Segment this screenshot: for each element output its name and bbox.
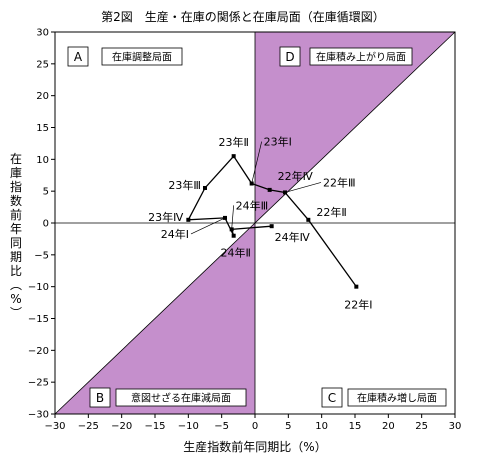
- point-label: 24年Ⅳ: [275, 230, 311, 244]
- point-label: 23年Ⅳ: [148, 210, 184, 224]
- data-point: [203, 185, 207, 190]
- quadrant-letter-box: [89, 387, 111, 408]
- y-tick-label: 15: [36, 123, 49, 134]
- point-label: 23年Ⅰ: [264, 135, 292, 149]
- y-tick-label: −10: [28, 282, 49, 293]
- quadrant-name-box: [309, 47, 413, 66]
- point-label: 23年Ⅲ: [168, 178, 201, 192]
- quadrant-name-box: [347, 388, 447, 407]
- y-tick-label: 25: [36, 59, 49, 70]
- y-tick-label: 30: [36, 28, 49, 39]
- quadrant-letter: D: [285, 50, 294, 64]
- y-axis-label-char: 同: [10, 236, 22, 250]
- quadrant-d: D 在庫積み上がり局面: [279, 46, 413, 67]
- point-labels: 22年Ⅰ 22年Ⅱ 22年Ⅲ 22年Ⅳ 23年Ⅰ 23年Ⅱ 23年Ⅲ 23年Ⅳ 24年Ⅰ 24年Ⅱ…: [148, 135, 372, 312]
- quadrant-b: B 意図せざる在庫減局面: [89, 387, 247, 408]
- point-label: 24年Ⅱ: [220, 246, 250, 260]
- quadrant-a: A 在庫調整局面: [67, 46, 183, 67]
- data-point: [186, 217, 191, 222]
- x-tick-label: −20: [111, 421, 132, 432]
- x-tick-label: 15: [349, 421, 362, 432]
- x-tick-label: 5: [285, 421, 291, 432]
- x-tick-label: 10: [315, 421, 328, 432]
- quadrant-name: 意図せざる在庫減局面: [131, 392, 231, 405]
- y-axis-label-char: 期: [10, 250, 22, 264]
- y-tick-label: −5: [34, 250, 49, 261]
- x-axis-label: 生産指数前年同期比（%）: [183, 439, 326, 454]
- y-tick-label: 5: [43, 187, 49, 198]
- data-point: [354, 284, 359, 289]
- y-axis-label-char: 庫: [10, 166, 22, 180]
- data-point: [231, 154, 236, 159]
- y-axis-label-char: ︵: [10, 278, 22, 292]
- quadrant-letter: B: [96, 391, 104, 405]
- y-tick-label: −25: [28, 378, 49, 389]
- data-point: [306, 217, 311, 222]
- y-axis-label-char: ︶: [10, 306, 22, 320]
- quadrant-letter: A: [74, 50, 83, 64]
- y-tick-label: −30: [28, 410, 49, 421]
- x-tick-label: −25: [78, 421, 99, 432]
- point-label-leader: [284, 182, 322, 193]
- quadrant-letter-box: [279, 46, 301, 67]
- x-tick-label: −15: [144, 421, 165, 432]
- point-label: 22年Ⅳ: [278, 169, 314, 183]
- point-label: 24年Ⅰ: [161, 227, 189, 241]
- quadrant-name: 在庫積み増し局面: [357, 392, 437, 405]
- x-tick-label: 25: [415, 421, 428, 432]
- quadrant-c: C 在庫積み増し局面: [321, 387, 447, 408]
- y-axis-label-char: 指: [10, 179, 22, 194]
- point-label: 22年Ⅲ: [323, 175, 356, 189]
- quadrant-name-box: [101, 47, 183, 66]
- quadrant-letter: C: [328, 391, 336, 405]
- quadrant-letter-box: [321, 387, 343, 408]
- quadrant-name: 在庫積み上がり局面: [316, 51, 406, 64]
- point-label-leader: [251, 141, 263, 184]
- y-axis-label: 在庫指数前年同期比︵% ︶: [10, 152, 22, 320]
- y-axis-label-char: 数: [10, 193, 22, 208]
- y-tick-label: 20: [36, 91, 49, 102]
- chart-title: 第2図 生産・在庫の関係と在庫局面（在庫循環図）: [101, 9, 385, 24]
- point-label: 22年Ⅰ: [344, 298, 372, 312]
- data-point: [269, 224, 274, 229]
- y-axis-label-char: 在: [10, 152, 22, 166]
- x-tick-label: −30: [44, 421, 65, 432]
- reference-lines: [54, 31, 456, 415]
- quadrant-name: 在庫調整局面: [112, 51, 172, 64]
- y-axis-label-char: %: [10, 292, 21, 306]
- y-axis-label-char: 年: [10, 222, 22, 236]
- point-label-leader: [231, 205, 235, 230]
- point-label-leader: [190, 217, 226, 235]
- y-axis-label-char: 比: [10, 264, 22, 278]
- quadrant-labels: A 在庫調整局面 D 在庫積み上がり局面 B 意図せざる在庫減局面 C 在庫積み増し局面: [67, 46, 447, 408]
- data-point: [231, 233, 236, 238]
- y-tick-label: −20: [28, 346, 49, 357]
- point-label: 24年Ⅲ: [236, 198, 269, 212]
- x-tick-label: −5: [214, 421, 229, 432]
- y-tick-label: −15: [28, 314, 49, 325]
- x-tick-label: 0: [252, 421, 258, 432]
- point-label: 23年Ⅱ: [218, 135, 248, 149]
- data-point: [267, 187, 272, 192]
- diagonal-line: [54, 31, 456, 415]
- y-axis-label-char: 前: [10, 207, 22, 222]
- x-tick-label: −10: [178, 421, 199, 432]
- quadrant-name-box: [115, 388, 247, 407]
- y-tick-label: 0: [43, 219, 49, 230]
- y-tick-label: 10: [36, 155, 49, 166]
- x-tick-label: 30: [449, 421, 462, 432]
- point-label: 22年Ⅱ: [316, 205, 346, 219]
- quadrant-letter-box: [67, 46, 89, 67]
- x-tick-label: 20: [382, 421, 395, 432]
- axis-ticks: −30 −25 −20 −15 −10 −5 0 5 10 15 20 25 30 −30 −25 −20 −1…: [28, 28, 461, 433]
